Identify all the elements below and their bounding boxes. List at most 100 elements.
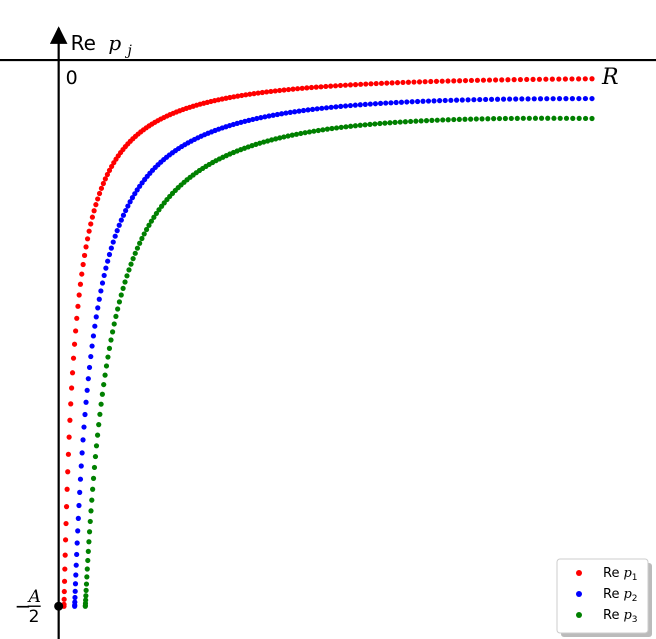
data-point-series-3 [387,120,393,126]
data-point-series-2 [314,106,320,112]
data-point-series-3 [92,453,99,460]
data-point-series-3 [343,124,349,130]
data-point-series-3 [479,116,485,122]
data-point-series-3 [362,122,368,128]
data-point-series-2 [550,96,556,102]
data-point-series-3 [91,464,98,471]
data-point-series-1 [251,91,257,97]
data-point-series-1 [91,208,97,214]
data-point-series-1 [569,76,575,82]
data-point-series-1 [264,89,270,95]
data-point-series-3 [88,508,94,514]
data-point-series-1 [62,566,68,572]
data-point-series-1 [285,86,292,93]
data-point-series-3 [83,593,89,599]
data-point-series-2 [262,114,268,120]
data-point-series-1 [76,292,82,298]
data-point-series-1 [363,81,369,87]
data-point-series-3 [146,222,152,228]
data-point-series-2 [80,437,86,443]
y-tick-minus: − [15,594,32,618]
data-point-series-3 [429,117,435,123]
data-point-series-1 [95,196,101,202]
data-point-series-1 [62,552,68,558]
data-point-series-3 [502,115,508,122]
data-point-series-2 [388,100,394,106]
data-point-series-3 [418,118,424,124]
data-point-series-1 [411,79,417,85]
data-point-series-3 [151,214,157,220]
data-point-series-2 [82,411,88,418]
data-point-series-2 [425,98,432,104]
data-point-series-3 [83,587,89,593]
data-point-series-3 [413,118,419,124]
data-point-series-3 [281,134,287,140]
data-point-series-2 [112,233,118,239]
data-point-series-2 [279,111,285,117]
data-point-series-2 [127,199,133,205]
data-point-series-2 [105,258,111,264]
data-point-series-2 [90,333,97,339]
data-point-series-1 [243,92,249,98]
data-point-series-2 [77,489,83,495]
data-point-series-2 [99,280,106,286]
data-point-series-1 [589,76,595,82]
data-point-series-3 [491,116,497,122]
data-point-series-2 [488,96,495,102]
data-point-series-3 [302,130,308,136]
data-point-series-2 [103,265,109,271]
data-point-series-2 [393,99,399,106]
data-point-series-3 [526,115,532,121]
data-point-series-1 [96,190,103,197]
data-point-series-3 [538,115,545,121]
data-point-series-2 [89,343,95,349]
y-tick-half-A: − A 2 [15,587,64,627]
data-point-series-3 [348,123,354,129]
data-point-series-2 [106,251,113,258]
legend-label-2: Re p2 [603,587,638,604]
data-point-series-2 [431,98,437,104]
data-point-series-2 [242,118,248,124]
data-point-series-3 [367,121,373,127]
data-point-series-3 [143,226,150,233]
data-point-series-3 [397,119,403,125]
data-point-series-2 [254,115,260,122]
data-point-series-3 [456,116,462,123]
data-point-series-1 [277,87,283,94]
data-point-series-2 [72,594,78,601]
data-point-series-2 [74,540,80,546]
data-point-series-3 [137,240,143,246]
data-point-series-2 [246,117,252,123]
data-point-series-3 [440,117,446,123]
data-point-series-3 [94,432,101,438]
data-point-series-3 [377,120,383,127]
data-point-series-3 [514,115,520,121]
data-point-series-3 [372,121,378,127]
data-point-series-2 [74,551,80,558]
data-point-series-3 [532,115,539,121]
data-point-series-2 [270,112,276,118]
data-point-series-3 [115,306,121,312]
data-point-series-3 [106,345,113,351]
data-point-series-3 [101,381,107,388]
data-point-series-3 [382,120,388,126]
data-point-series-3 [86,539,92,545]
origin-label: 0 [66,67,78,89]
data-point-series-2 [459,97,465,103]
data-point-series-1 [66,434,72,440]
data-point-series-2 [108,245,114,251]
data-point-series-3 [468,116,474,122]
data-point-series-2 [72,588,78,594]
data-point-series-3 [109,329,116,335]
data-point-series-1 [68,401,74,407]
data-point-series-2 [78,463,84,469]
data-point-series-1 [69,385,75,391]
data-point-series-3 [124,273,130,279]
data-point-series-2 [525,96,531,102]
data-point-series-1 [64,486,70,492]
data-point-series-2 [437,98,443,104]
data-point-series-1 [70,355,77,361]
data-point-series-2 [120,212,127,218]
legend-label-1: Re p1 [603,566,638,583]
